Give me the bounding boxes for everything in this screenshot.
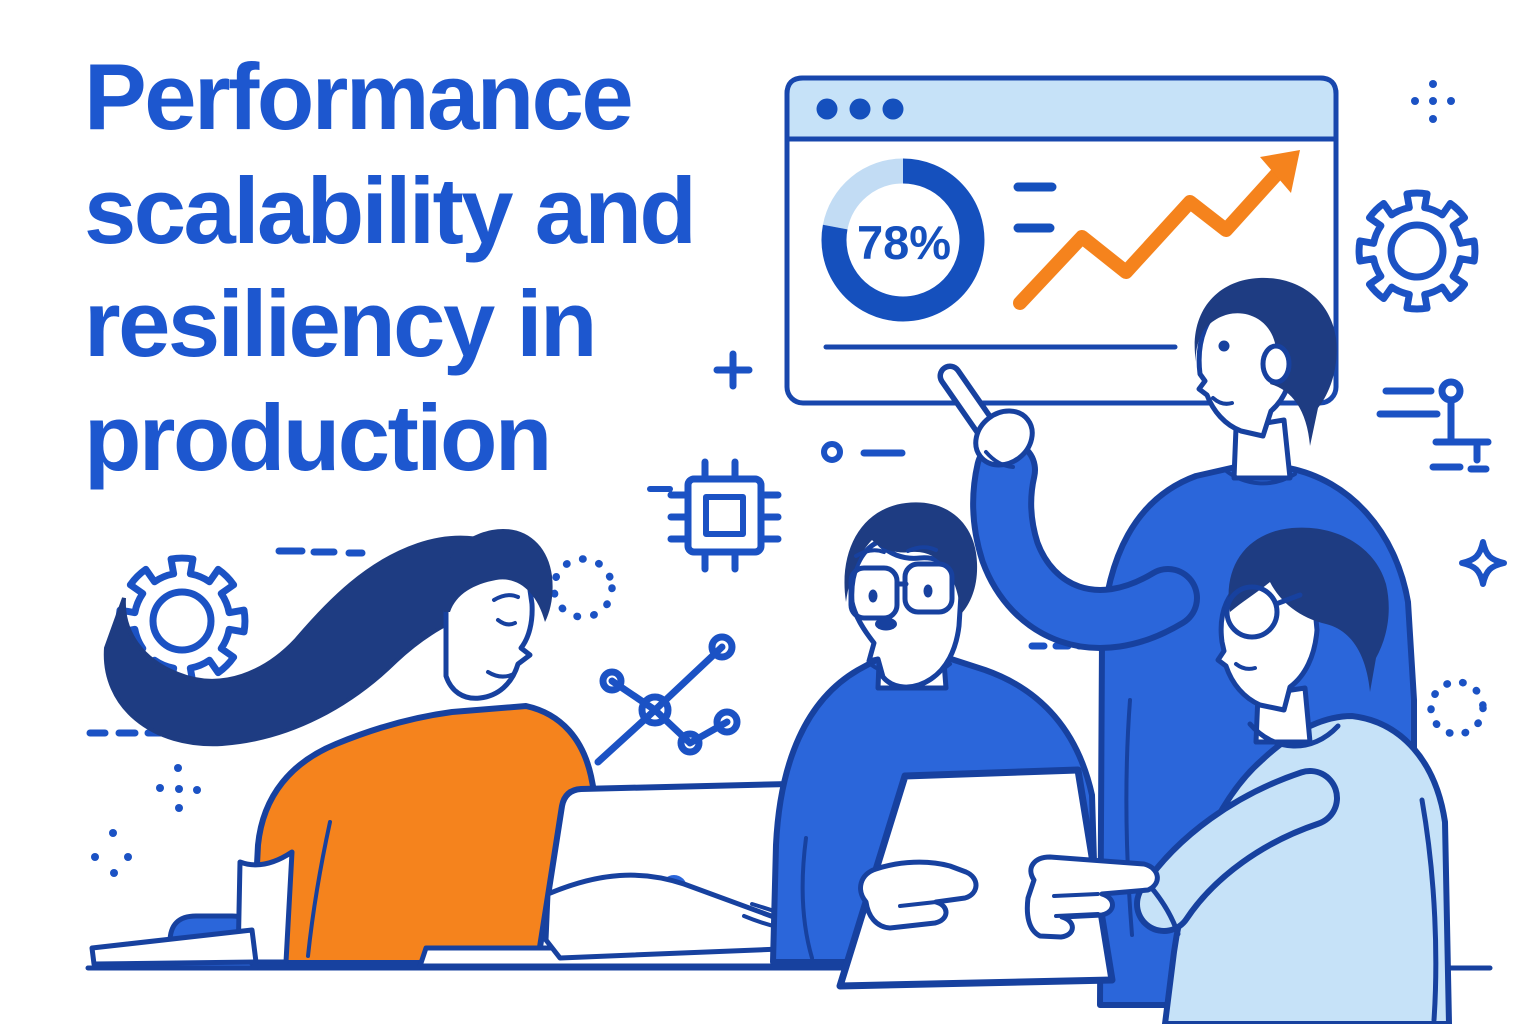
pointing-man-mouth bbox=[1211, 396, 1234, 406]
trend-arrowhead bbox=[1260, 150, 1300, 193]
center-man-glasses bbox=[848, 561, 955, 621]
right-man-mouth bbox=[1234, 662, 1257, 671]
right-man-hair bbox=[1228, 527, 1389, 692]
title-line-3: resiliency in bbox=[84, 271, 597, 377]
center-man-shirt-fold bbox=[800, 836, 814, 960]
title-line-4: production bbox=[84, 385, 552, 491]
woman-left-forearm bbox=[89, 927, 259, 967]
pointing-man-hair bbox=[1194, 277, 1337, 446]
legend-dashes bbox=[1013, 182, 1057, 233]
page-title: Performance scalability and resiliency i… bbox=[84, 40, 697, 495]
gear-icon bbox=[1359, 193, 1475, 309]
window-control-dot bbox=[882, 98, 904, 120]
plus-icon bbox=[713, 350, 753, 390]
donut-chart: 78% bbox=[821, 158, 985, 322]
pointing-man-knuckles bbox=[984, 450, 1015, 469]
center-man-hand bbox=[858, 859, 979, 931]
dotted-plus-icon bbox=[1411, 80, 1455, 123]
center-man-eyebrows bbox=[854, 545, 938, 558]
title-line-1: Performance bbox=[84, 44, 634, 149]
center-man-hair bbox=[844, 502, 978, 614]
dash-pair-icon bbox=[1429, 463, 1490, 473]
woman-face-features bbox=[486, 593, 520, 679]
pointing-man-eye bbox=[1218, 340, 1230, 352]
molecule-network-icon bbox=[594, 633, 741, 766]
right-man-glasses bbox=[1224, 584, 1303, 640]
dash-trio-icon bbox=[275, 547, 366, 557]
right-man-jacket-seam bbox=[1419, 797, 1439, 1023]
dotted-plus-icon bbox=[91, 829, 132, 877]
woman-sleeve-fold bbox=[306, 820, 332, 958]
center-man-eye bbox=[923, 584, 933, 598]
right-man-collar bbox=[1247, 721, 1341, 749]
browser-titlebar bbox=[784, 75, 1339, 142]
trend-line-chart bbox=[1013, 150, 1300, 310]
person-man-glasses-right bbox=[1024, 527, 1452, 1024]
sparkle-icon bbox=[1459, 539, 1507, 587]
woman-hair-cap bbox=[442, 528, 553, 622]
dotted-circle-icon bbox=[550, 555, 616, 621]
woman-hair bbox=[103, 535, 541, 747]
dotted-circle-icon bbox=[1427, 678, 1487, 738]
gear-icon bbox=[119, 558, 245, 684]
donut-percent-label: 78% bbox=[857, 216, 951, 269]
center-man-mouth bbox=[875, 617, 897, 631]
circle-dash-icon bbox=[821, 441, 906, 463]
window-control-dot bbox=[816, 98, 838, 120]
pointing-man-fist bbox=[973, 408, 1035, 468]
pointing-man-ear bbox=[1260, 343, 1292, 385]
pointing-man-collar bbox=[1223, 468, 1297, 486]
microchip-icon bbox=[647, 458, 782, 573]
right-man-arm bbox=[1140, 774, 1334, 928]
window-control-dot bbox=[849, 98, 871, 120]
center-man-eye bbox=[868, 589, 878, 603]
pointing-man-arm bbox=[976, 444, 1194, 645]
dotted-plus-icon bbox=[156, 764, 201, 812]
right-man-hand bbox=[1024, 854, 1160, 940]
circuit-trace-icon bbox=[1376, 378, 1492, 464]
title-line-2: scalability and bbox=[84, 157, 697, 263]
pointing-man-shirt-fold bbox=[1124, 698, 1134, 937]
